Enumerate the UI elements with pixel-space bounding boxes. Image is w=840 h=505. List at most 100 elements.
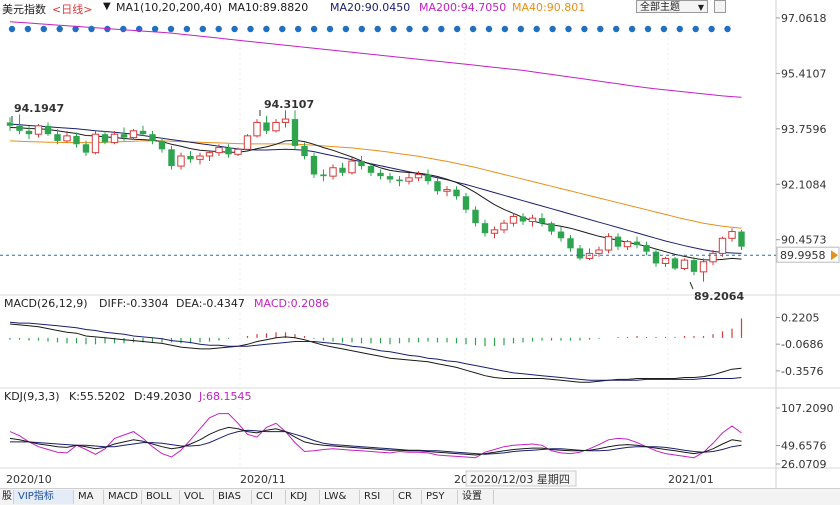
chart-svg[interactable]: 97.0618 95.4107 93.7596 92.1084 90.4573 89.99… bbox=[0, 0, 840, 488]
signal-dot bbox=[597, 25, 604, 33]
candle-body-up bbox=[177, 155, 185, 167]
signal-dot bbox=[56, 25, 63, 33]
candle-body-up bbox=[604, 236, 613, 251]
kdj-d: D:49.2030 bbox=[134, 390, 192, 403]
x-tick-label: 2020/10 bbox=[6, 473, 52, 486]
tab-settings[interactable]: 设置 bbox=[458, 490, 494, 504]
signal-dot bbox=[724, 25, 731, 33]
candle-body-down bbox=[158, 140, 166, 150]
tab-macd[interactable]: MACD bbox=[104, 490, 142, 504]
ma200-value: MA200:94.7050 bbox=[419, 1, 507, 14]
kdj-d-line bbox=[10, 429, 742, 455]
candle-body-down bbox=[120, 134, 128, 138]
ma-label: MA1(10,20,200,40) bbox=[116, 1, 223, 14]
x-tick-label: 2020/11 bbox=[240, 473, 286, 486]
kdj-title-row: KDJ(9,3,3) K:55.5202 D:49.2030 J:68.1545 bbox=[4, 390, 404, 404]
kdj-j-line bbox=[9, 413, 742, 459]
tab-lw[interactable]: LW& bbox=[320, 490, 360, 504]
candle-body-up bbox=[718, 237, 727, 254]
candle-body-down bbox=[310, 156, 318, 175]
candles bbox=[0, 110, 776, 282]
tab-cci[interactable]: CCI bbox=[252, 490, 286, 504]
kdj-tick-label: 107.2090 bbox=[781, 402, 834, 415]
ma20-value: MA20:90.0450 bbox=[330, 1, 411, 14]
candle-body-down bbox=[82, 144, 90, 153]
ma-lines bbox=[9, 21, 742, 261]
candle-body-down bbox=[424, 174, 432, 182]
signal-dot bbox=[326, 25, 334, 33]
ma200-line bbox=[9, 21, 742, 98]
ma10-line bbox=[9, 127, 742, 261]
price-tick-label: 97.0618 bbox=[781, 12, 827, 25]
signal-dot bbox=[167, 25, 175, 33]
macd-tick-label: -0.3576 bbox=[781, 365, 823, 378]
kdj-k: K:55.5202 bbox=[69, 390, 126, 403]
crosshair-date-box bbox=[465, 470, 577, 487]
candle-body-down bbox=[367, 166, 375, 173]
candle-body-up bbox=[699, 261, 708, 273]
candle-body-up bbox=[414, 173, 423, 179]
candle-body-up bbox=[110, 133, 119, 144]
signal-dot bbox=[517, 25, 524, 33]
crosshair-date-label: 2020/12/03 星期四 bbox=[470, 473, 570, 486]
price-tick-label: 93.7596 bbox=[781, 123, 827, 136]
signal-dot bbox=[374, 25, 381, 33]
macd-title: MACD(26,12,9) bbox=[4, 297, 88, 310]
candle-body-down bbox=[614, 236, 622, 247]
macd-tick-label: -0.0686 bbox=[781, 338, 823, 351]
candle-body-down bbox=[44, 125, 52, 135]
signal-dot bbox=[151, 25, 159, 33]
candle-body-down bbox=[320, 174, 327, 177]
candle-body-up bbox=[443, 189, 451, 192]
period-label[interactable]: <日线> bbox=[52, 3, 93, 16]
candle-body-down bbox=[652, 251, 660, 264]
signal-dot bbox=[613, 25, 620, 33]
signal-dot bbox=[279, 25, 286, 33]
kdj-k-line bbox=[9, 426, 742, 456]
tab-vol[interactable]: VOL bbox=[180, 490, 214, 504]
signal-dot bbox=[183, 25, 191, 33]
price-marker-icon bbox=[831, 250, 838, 261]
candle-body-down bbox=[263, 122, 270, 131]
tab-ma[interactable]: MA bbox=[74, 490, 104, 504]
signal-dot bbox=[40, 25, 47, 33]
candle-body-down bbox=[643, 244, 650, 252]
candle-body-down bbox=[301, 145, 308, 157]
triangle-down-icon: ▼ bbox=[697, 3, 704, 12]
tab-psy[interactable]: PSY bbox=[422, 490, 458, 504]
candle-body-down bbox=[538, 218, 546, 224]
tab-cr[interactable]: CR bbox=[394, 490, 422, 504]
price-axis: 97.0618 95.4107 93.7596 92.1084 90.4573 89.99… bbox=[776, 12, 840, 263]
price-tick-label: 95.4107 bbox=[781, 67, 827, 80]
candle-body-down bbox=[462, 196, 470, 210]
tab-boll[interactable]: BOLL bbox=[142, 490, 180, 504]
candle-body-up bbox=[196, 155, 204, 160]
annotation-pointer bbox=[689, 281, 694, 290]
tab-kdj[interactable]: KDJ bbox=[286, 490, 320, 504]
scroll-button[interactable] bbox=[714, 0, 726, 13]
signal-dot bbox=[24, 25, 32, 33]
macd-tick-label: 0.2205 bbox=[781, 311, 820, 324]
price-tick-label: 90.4573 bbox=[781, 234, 827, 247]
triangle-down-icon[interactable]: ▼ bbox=[103, 1, 111, 12]
signal-dot bbox=[644, 25, 652, 33]
tab-vip[interactable]: VIP指标 bbox=[14, 490, 74, 504]
x-axis: 2020/10 2020/11 20 2021/01 2020/12/03 星期四 bbox=[6, 470, 714, 487]
signal-dot bbox=[342, 25, 350, 33]
candle-body-up bbox=[528, 217, 537, 222]
ma20-line bbox=[9, 123, 742, 254]
signal-dot bbox=[215, 25, 222, 33]
tab-stock[interactable]: 股 bbox=[2, 490, 14, 504]
ma40-value: MA40:90.801 bbox=[512, 1, 586, 14]
theme-dropdown[interactable]: 全部主题 ▼ bbox=[636, 0, 708, 13]
price-tick-label: 92.1084 bbox=[781, 178, 827, 191]
candle-body-up bbox=[500, 222, 508, 231]
signal-dot bbox=[692, 25, 699, 33]
candle-body-down bbox=[187, 156, 194, 160]
candle-body-up bbox=[129, 130, 138, 139]
candle-body-up bbox=[709, 252, 717, 263]
tab-rsi[interactable]: RSI bbox=[360, 490, 394, 504]
candle-body-down bbox=[168, 149, 175, 167]
tab-bias[interactable]: BIAS bbox=[214, 490, 252, 504]
